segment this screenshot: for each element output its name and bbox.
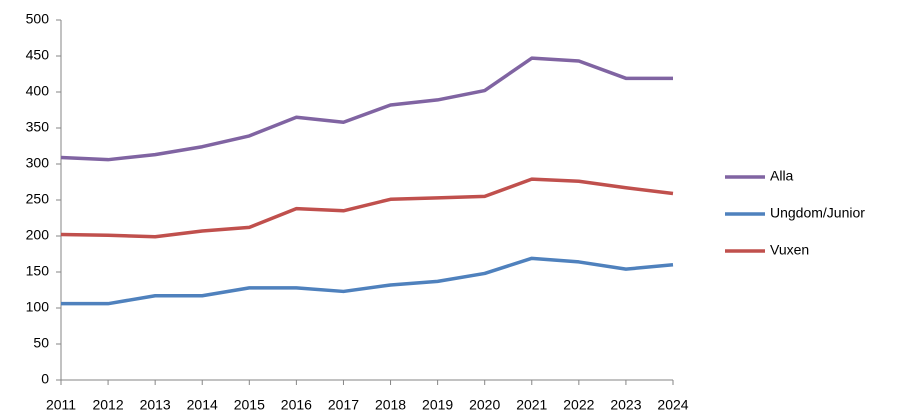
series-line: [60, 177, 674, 239]
x-tick-label: 2022: [563, 397, 594, 413]
y-tick-label: 100: [26, 299, 50, 315]
x-tick-label: 2023: [610, 397, 641, 413]
y-tick-label: 150: [26, 263, 50, 279]
x-tick-label: 2011: [46, 397, 76, 413]
y-tick-label: 50: [33, 335, 49, 351]
legend-label: Alla: [770, 168, 794, 184]
x-tick-label: 2012: [92, 397, 123, 413]
x-tick-label: 2014: [187, 397, 218, 413]
x-tick-label: 2016: [281, 397, 312, 413]
y-tick-label: 500: [26, 11, 50, 27]
x-tick-label: 2019: [422, 397, 453, 413]
x-tick-label: 2015: [234, 397, 265, 413]
y-tick-label: 200: [26, 227, 50, 243]
y-tick-label: 350: [26, 119, 50, 135]
y-tick-label: 250: [26, 191, 50, 207]
series-line: [61, 256, 674, 306]
x-tick-label: 2021: [516, 397, 547, 413]
x-tick-label: 2017: [328, 397, 359, 413]
series-line: [60, 56, 673, 162]
y-tick-label: 300: [26, 155, 50, 171]
x-tick-label: 2024: [657, 397, 688, 413]
legend-label: Vuxen: [770, 242, 809, 258]
x-tick-label: 2013: [140, 397, 171, 413]
x-tick-label: 2020: [469, 397, 500, 413]
y-tick-label: 0: [41, 371, 49, 387]
y-tick-label: 450: [26, 47, 50, 63]
y-tick-label: 400: [26, 83, 50, 99]
x-tick-label: 2018: [375, 397, 406, 413]
legend-label: Ungdom/Junior: [770, 205, 865, 221]
